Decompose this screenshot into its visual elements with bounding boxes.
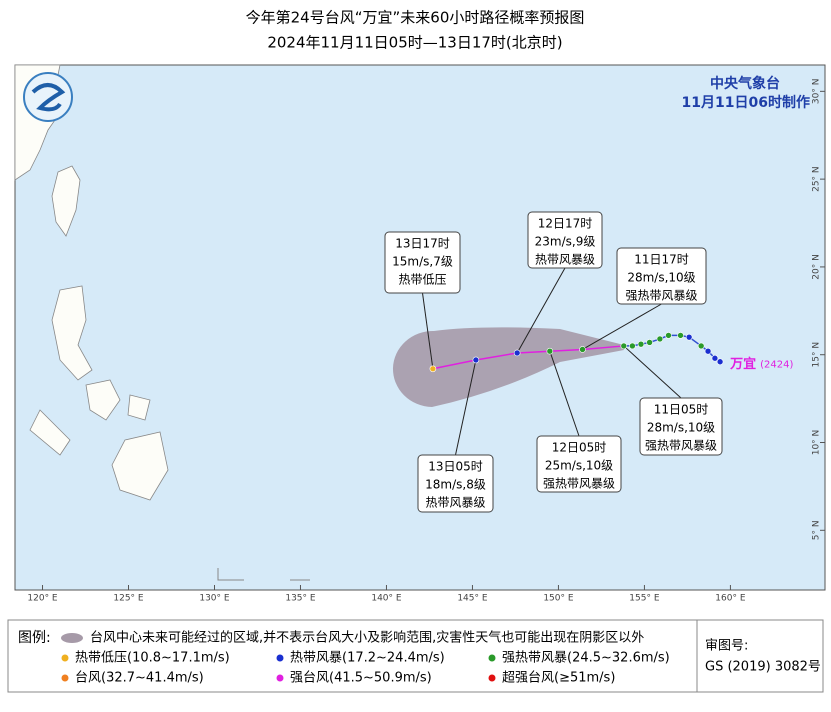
logo-mark <box>31 83 66 112</box>
legend-marker <box>61 674 69 682</box>
track-point <box>665 332 672 339</box>
track-point <box>704 347 712 355</box>
legend-marker <box>61 654 69 662</box>
callout-leader <box>455 359 477 456</box>
callout-text: 15m/s,7级 <box>392 255 453 269</box>
lat-label: 30° N <box>812 79 822 105</box>
callout-text: 强热带风暴级 <box>645 439 717 453</box>
land <box>14 64 169 501</box>
track-point <box>656 335 664 343</box>
callout-text: 12日17时 <box>538 217 593 231</box>
lon-label: 125° E <box>113 594 144 604</box>
legend-label: 超强台风(≥51m/s) <box>502 671 615 686</box>
callout-text: 25m/s,10级 <box>545 459 613 473</box>
legend-title: 图例: <box>18 630 51 646</box>
callout-text: 13日17时 <box>395 237 450 251</box>
lat-label: 15° N <box>812 342 822 368</box>
callout-box <box>417 454 494 513</box>
track-point <box>637 340 645 348</box>
track-point <box>716 358 724 366</box>
approval-number: GS (2019) 3082号 <box>705 660 821 675</box>
typhoon-name: 万宜 <box>729 356 756 372</box>
legend-frame <box>7 619 824 693</box>
track-point <box>579 346 586 353</box>
callout-text: 热带低压 <box>398 273 446 287</box>
callout-box <box>527 211 603 269</box>
forecast-track <box>432 345 624 370</box>
track-point <box>685 333 693 341</box>
lon-label: 145° E <box>457 594 488 604</box>
callout-text: 13日05时 <box>428 460 483 474</box>
lat-label: 5° N <box>812 520 822 540</box>
callout-leader <box>516 267 566 354</box>
legend-label: 台风(32.7~41.4m/s) <box>75 671 204 686</box>
logo <box>23 72 73 122</box>
track-point <box>472 356 480 364</box>
title: 今年第24号台风“万宜”未来60小时路径概率预报图 <box>246 9 585 27</box>
issued-time: 11月11日06时制作 <box>682 94 810 111</box>
track-point <box>677 332 684 339</box>
legend: 图例: 台风中心未来可能经过的区域,并不表示台风大小及影响范围,灾害性天气也可能… <box>7 619 824 693</box>
callout-leader <box>582 303 662 350</box>
callout-text: 热带风暴级 <box>535 253 595 267</box>
callout-leader <box>422 292 434 369</box>
lat-label: 25° N <box>812 166 822 192</box>
legend-label: 强热带风暴(24.5~32.6m/s) <box>502 651 670 666</box>
callout-text: 11日05时 <box>654 403 709 417</box>
lon-label: 130° E <box>199 594 230 604</box>
legend-cone-text: 台风中心未来可能经过的区域,并不表示台风大小及影响范围,灾害性天气也可能出现在阴… <box>90 630 644 646</box>
subtitle: 2024年11月11日05时—13日17时(北京时) <box>267 34 562 52</box>
legend-marker <box>276 674 284 682</box>
lon-label: 160° E <box>715 594 746 604</box>
callout-text: 强热带风暴级 <box>543 477 615 491</box>
track-point <box>429 365 437 373</box>
callout-text: 12日05时 <box>552 441 607 455</box>
legend-marker <box>488 654 496 662</box>
legend-marker <box>276 654 284 662</box>
callout-text: 强热带风暴级 <box>625 289 697 303</box>
callout-box <box>384 231 461 294</box>
track-point <box>629 342 636 350</box>
agency-name: 中央气象台 <box>710 75 780 92</box>
callout-box <box>639 397 723 456</box>
lat-label: 20° N <box>812 254 822 280</box>
lon-label: 120° E <box>27 594 58 604</box>
callout-leader <box>549 351 580 437</box>
callout-text: 28m/s,10级 <box>627 271 695 285</box>
probability-cone <box>392 327 624 407</box>
callout-text: 热带风暴级 <box>425 496 485 510</box>
callout-box <box>616 247 707 305</box>
approval-label: 审图号: <box>705 639 748 654</box>
lon-label: 155° E <box>629 594 660 604</box>
callout-text: 11日17时 <box>634 253 689 267</box>
legend-marker <box>488 674 496 682</box>
track-point <box>711 354 719 362</box>
track-point <box>513 349 521 357</box>
map-frame-marks <box>217 568 310 581</box>
track-point <box>646 339 653 346</box>
callout-text: 23m/s,9级 <box>535 235 596 249</box>
legend-cone-swatch <box>61 633 83 643</box>
track-point <box>697 342 705 350</box>
typhoon-number: (2424) <box>760 360 793 371</box>
legend-label: 热带低压(10.8~17.1m/s) <box>75 651 230 666</box>
track-point <box>620 342 628 350</box>
legend-label: 热带风暴(17.2~24.4m/s) <box>290 651 445 666</box>
legend-label: 强台风(41.5~50.9m/s) <box>290 671 432 686</box>
lon-label: 140° E <box>371 594 402 604</box>
lon-label: 150° E <box>543 594 574 604</box>
track-point <box>546 347 554 355</box>
lon-label: 135° E <box>285 594 316 604</box>
callout-text: 28m/s,10级 <box>647 421 715 435</box>
callout-box <box>536 435 622 493</box>
callout-leader <box>623 345 682 399</box>
lat-label: 10° N <box>812 430 822 456</box>
callout-text: 18m/s,8级 <box>425 478 486 492</box>
